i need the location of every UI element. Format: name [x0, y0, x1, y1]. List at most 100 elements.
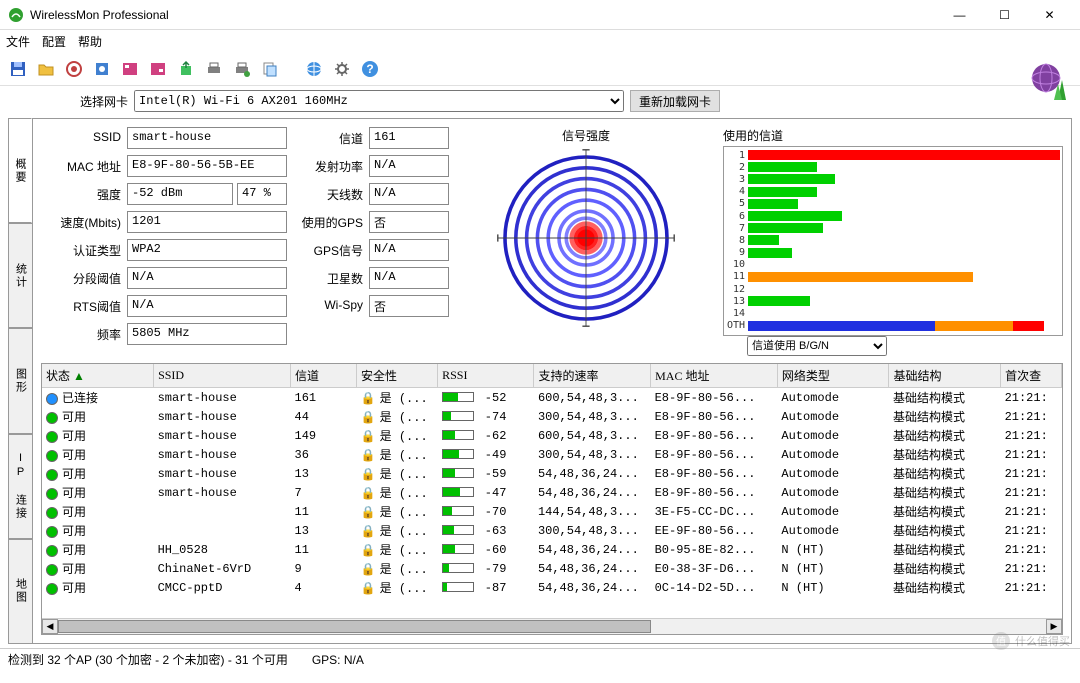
gps-label: 使用的GPS	[293, 211, 363, 233]
globe-button[interactable]	[302, 57, 326, 81]
column-header[interactable]: 网络类型	[777, 364, 889, 388]
adapter-row: 选择网卡 Intel(R) Wi-Fi 6 AX201 160MHz 重新加载网…	[0, 86, 1080, 118]
help-button[interactable]: ?	[358, 57, 382, 81]
menu-config[interactable]: 配置	[42, 33, 66, 50]
minimize-button[interactable]: —	[937, 1, 982, 29]
map2-button[interactable]	[146, 57, 170, 81]
ap-row[interactable]: 可用13🔒 是 (... -63300,54,48,3...EE-9F-80-5…	[42, 521, 1062, 540]
ap-row[interactable]: 可用11🔒 是 (... -70144,54,48,3...3E-F5-CC-D…	[42, 502, 1062, 521]
sat-label: 卫星数	[293, 267, 363, 289]
ap-row[interactable]: 可用smart-house36🔒 是 (... -49300,54,48,3..…	[42, 445, 1062, 464]
channels-panel: 使用的信道 1234567891011121314OTH 信道使用 B/G/N	[723, 127, 1063, 357]
adapter-select[interactable]: Intel(R) Wi-Fi 6 AX201 160MHz	[134, 90, 624, 112]
auth-label: 认证类型	[41, 239, 121, 261]
tab-stats[interactable]: 统计	[8, 223, 32, 328]
open-button[interactable]	[34, 57, 58, 81]
corner-globe-icon	[1028, 60, 1068, 100]
channel-row: 14	[726, 307, 1060, 319]
frag-label: 分段阈值	[41, 267, 121, 289]
auth-value: WPA2	[127, 239, 287, 261]
channel-row: 4	[726, 186, 1060, 198]
menu-help[interactable]: 帮助	[78, 33, 102, 50]
lock-icon: 🔒	[360, 410, 370, 425]
export-button[interactable]	[174, 57, 198, 81]
copy-button[interactable]	[258, 57, 282, 81]
channel-row: 12	[726, 283, 1060, 295]
ap-row[interactable]: 可用smart-house13🔒 是 (... -5954,48,36,24..…	[42, 464, 1062, 483]
column-header[interactable]: 首次查	[1001, 364, 1062, 388]
map1-button[interactable]	[118, 57, 142, 81]
lock-icon: 🔒	[360, 524, 370, 539]
channels-chart: 1234567891011121314OTH	[723, 146, 1063, 336]
window-title: WirelessMon Professional	[30, 8, 937, 22]
column-header[interactable]: 基础结构	[889, 364, 1001, 388]
scroll-left-arrow[interactable]: ◀	[42, 619, 58, 634]
lock-icon: 🔒	[360, 543, 370, 558]
gpssig-value: N/A	[369, 239, 449, 261]
strength-pct: 47 %	[237, 183, 287, 205]
txpower-value: N/A	[369, 155, 449, 177]
ap-row[interactable]: 可用smart-house149🔒 是 (... -62600,54,48,3.…	[42, 426, 1062, 445]
radar-chart	[496, 148, 676, 328]
close-button[interactable]: ✕	[1027, 1, 1072, 29]
statusbar: 检测到 32 个AP (30 个加密 - 2 个未加密) - 31 个可用 GP…	[0, 648, 1080, 670]
maximize-button[interactable]: ☐	[982, 1, 1027, 29]
lookup-button[interactable]	[90, 57, 114, 81]
txpower-label: 发射功率	[293, 155, 363, 177]
channel-row: 11	[726, 271, 1060, 283]
ap-row[interactable]: 已连接smart-house161🔒 是 (... -52600,54,48,3…	[42, 388, 1062, 408]
toolbar: ?	[0, 52, 1080, 86]
chan-value: 161	[369, 127, 449, 149]
column-header[interactable]: 支持的速率	[534, 364, 651, 388]
ssid-label: SSID	[41, 127, 121, 149]
column-header[interactable]: 安全性	[356, 364, 437, 388]
channel-row: 3	[726, 173, 1060, 185]
main-panel: SSIDsmart-house 信道161 MAC 地址E8-9F-80-56-…	[32, 118, 1072, 644]
antenna-label: 天线数	[293, 183, 363, 205]
app-icon	[8, 7, 24, 23]
channel-row: 13	[726, 295, 1060, 307]
adapter-label: 选择网卡	[80, 93, 128, 110]
horizontal-scrollbar[interactable]: ◀ ▶	[42, 618, 1062, 634]
reload-adapter-button[interactable]: 重新加载网卡	[630, 90, 720, 112]
lock-icon: 🔒	[360, 429, 370, 444]
status-gps: GPS: N/A	[312, 653, 364, 667]
lock-icon: 🔒	[360, 562, 370, 577]
vertical-tabs: 概要 统计 图形 IP 连接 地图	[8, 118, 32, 644]
ap-row[interactable]: 可用CMCC-pptD4🔒 是 (... -8754,48,36,24...0C…	[42, 578, 1062, 597]
tab-ipconn[interactable]: IP 连接	[8, 434, 32, 539]
ap-row[interactable]: 可用HH_052811🔒 是 (... -6054,48,36,24...B0-…	[42, 540, 1062, 559]
print2-button[interactable]	[230, 57, 254, 81]
menu-file[interactable]: 文件	[6, 33, 30, 50]
gpssig-label: GPS信号	[293, 239, 363, 261]
column-header[interactable]: RSSI	[438, 364, 534, 388]
ap-row[interactable]: 可用smart-house44🔒 是 (... -74300,54,48,3..…	[42, 407, 1062, 426]
channel-mode-select[interactable]: 信道使用 B/G/N	[747, 336, 887, 356]
column-header[interactable]: 信道	[291, 364, 357, 388]
settings-button[interactable]	[330, 57, 354, 81]
rts-label: RTS阈值	[41, 295, 121, 317]
column-header[interactable]: MAC 地址	[651, 364, 778, 388]
tab-map[interactable]: 地图	[8, 539, 32, 644]
ap-row[interactable]: 可用ChinaNet-6VrD9🔒 是 (... -7954,48,36,24.…	[42, 559, 1062, 578]
channel-row: 8	[726, 234, 1060, 246]
channels-title: 使用的信道	[723, 127, 1063, 144]
menubar: 文件 配置 帮助	[0, 30, 1080, 52]
rts-value: N/A	[127, 295, 287, 317]
scroll-thumb[interactable]	[58, 620, 651, 633]
scroll-right-arrow[interactable]: ▶	[1046, 619, 1062, 634]
tab-summary[interactable]: 概要	[8, 118, 32, 223]
lock-icon: 🔒	[360, 581, 370, 596]
target-button[interactable]	[62, 57, 86, 81]
column-header[interactable]: 状态 ▲	[42, 364, 154, 388]
tab-graph[interactable]: 图形	[8, 328, 32, 433]
strength-label: 强度	[41, 183, 121, 205]
lock-icon: 🔒	[360, 391, 370, 406]
chan-label: 信道	[293, 127, 363, 149]
window-titlebar: WirelessMon Professional — ☐ ✕	[0, 0, 1080, 30]
print1-button[interactable]	[202, 57, 226, 81]
ap-row[interactable]: 可用smart-house7🔒 是 (... -4754,48,36,24...…	[42, 483, 1062, 502]
save-button[interactable]	[6, 57, 30, 81]
column-header[interactable]: SSID	[154, 364, 291, 388]
radar-title: 信号强度	[449, 127, 723, 144]
